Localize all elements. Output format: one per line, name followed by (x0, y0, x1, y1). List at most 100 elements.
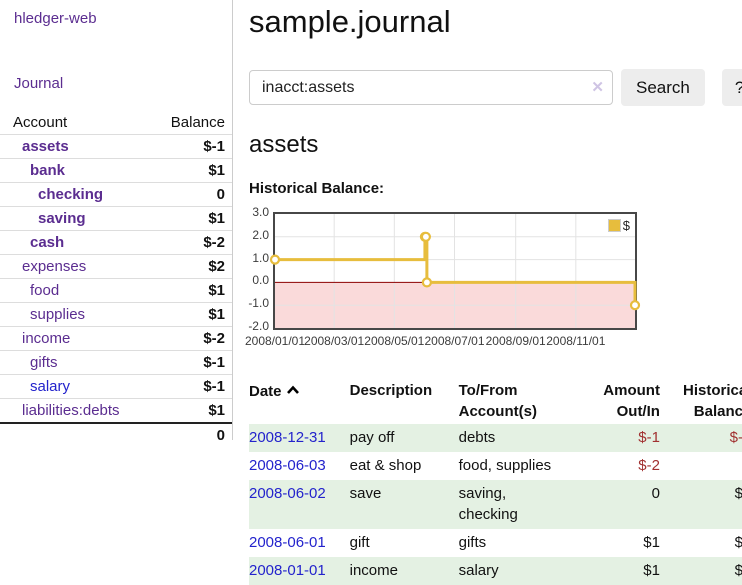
account-column-header: Account (13, 114, 68, 131)
transaction-date-link[interactable]: 2008-06-02 (249, 485, 326, 502)
sidebar-item-assets[interactable]: assets (22, 138, 69, 155)
transaction-description: eat & shop (349, 457, 422, 474)
transaction-balance: $-1 (729, 429, 742, 446)
register-table-header: Date Description To/From Account(s) Amou… (249, 378, 742, 424)
transaction-row: 2008-06-03 eat & shop food, supplies $-20 (249, 452, 742, 480)
transaction-accounts: food, supplies (458, 457, 552, 474)
sidebar-item-supplies[interactable]: supplies (30, 306, 86, 323)
transaction-balance: $1 (734, 562, 742, 579)
account-row: assets $-1 (0, 134, 232, 159)
balance-column-header: Balance (170, 114, 225, 131)
transaction-description: pay off (349, 429, 395, 446)
sidebar-item-saving[interactable]: saving (38, 210, 86, 227)
account-row: food $1 (0, 278, 232, 303)
account-row: cash $-2 (0, 230, 232, 255)
sidebar-item-salary[interactable]: salary (30, 378, 71, 395)
transaction-balance: $2 (734, 485, 742, 502)
sidebar-item-liabilities-debts[interactable]: liabilities:debts (22, 402, 120, 419)
y-axis-tick-label: -2.0 (248, 319, 269, 333)
x-axis-tick-label: 2008/09/01 (485, 334, 546, 348)
sidebar-item-gifts[interactable]: gifts (30, 354, 58, 371)
transaction-amount: $-1 (638, 429, 660, 446)
transaction-accounts: salary (458, 562, 499, 579)
account-row: checking 0 (0, 182, 232, 207)
transaction-balance: 0 (662, 452, 742, 480)
chart-legend: $ (607, 218, 630, 233)
description-column-header: Description (349, 382, 433, 399)
sidebar-item-journal[interactable]: Journal (14, 75, 64, 92)
account-balance: $-1 (145, 350, 232, 375)
account-balance: $-1 (145, 374, 232, 399)
search-input[interactable] (249, 70, 613, 105)
transaction-accounts: saving, checking (458, 485, 518, 523)
account-balance: $2 (145, 254, 232, 279)
balance-chart: $ 3.0 2.0 1.0 0.0 -1.0 -2.0 2008/01/01 2008/03/… (245, 205, 742, 362)
accounts-column-header: To/From Account(s) (458, 382, 537, 420)
transaction-row: 2008-06-01 gift gifts $1 $2 (249, 529, 742, 557)
transaction-amount: $-2 (638, 457, 660, 474)
legend-swatch (607, 219, 621, 232)
account-row: bank $1 (0, 158, 232, 183)
x-axis-tick-label: 2008/01/01 (244, 334, 306, 348)
sidebar-item-checking[interactable]: checking (38, 186, 104, 203)
x-axis-tick-label: 2008/07/01 (424, 334, 485, 348)
transaction-amount: $1 (643, 562, 660, 579)
register-table: Date Description To/From Account(s) Amou… (249, 378, 742, 585)
sidebar-item-cash[interactable]: cash (30, 234, 65, 251)
account-heading: assets (249, 131, 319, 158)
app-title-link[interactable]: hledger-web (14, 10, 97, 27)
x-axis-tick-label: 2008/03/01 (304, 334, 365, 348)
amount-column-header: Amount Out/In (603, 382, 660, 420)
y-axis-tick-label: 0.0 (252, 273, 269, 288)
search-box: ✕ (249, 70, 613, 105)
y-axis-tick-label: -1.0 (248, 296, 269, 311)
account-balance: $-2 (145, 230, 232, 255)
sidebar-item-bank[interactable]: bank (30, 162, 66, 179)
transaction-row: 2008-12-31 pay off debts $-1 $-1 (249, 424, 742, 452)
main-content: sample.journal ✕ Search ? assets Histori… (233, 0, 742, 585)
transaction-date-link[interactable]: 2008-06-01 (249, 534, 326, 551)
legend-label: $ (622, 218, 630, 233)
account-row: supplies $1 (0, 302, 232, 327)
sidebar-item-income[interactable]: income (22, 330, 71, 347)
accounts-table-header: Account Balance (0, 111, 232, 135)
transaction-date-link[interactable]: 2008-12-31 (249, 429, 326, 446)
account-row: income $-2 (0, 326, 232, 351)
sidebar-item-food[interactable]: food (30, 282, 60, 299)
account-row: salary $-1 (0, 374, 232, 399)
account-balance: $1 (145, 302, 232, 327)
x-axis-tick-label: 2008/11/01 (546, 334, 606, 348)
transaction-date-link[interactable]: 2008-01-01 (249, 562, 326, 579)
transaction-description: save (349, 485, 382, 502)
transaction-description: gift (349, 534, 370, 551)
page-title: sample.journal (249, 4, 451, 39)
transaction-balance: $2 (734, 534, 742, 551)
accounts-table: Account Balance assets $-1 bank $1 checking 0… (0, 111, 232, 447)
transaction-amount: 0 (651, 485, 660, 502)
transaction-row: 2008-01-01 income salary $1 $1 (249, 557, 742, 585)
transaction-accounts: gifts (458, 534, 487, 551)
transaction-amount: $1 (643, 534, 660, 551)
transaction-description: income (349, 562, 398, 579)
transaction-accounts: debts (458, 429, 496, 446)
account-balance: $1 (145, 278, 232, 303)
sidebar-item-expenses[interactable]: expenses (22, 258, 87, 275)
y-axis-tick-label: 1.0 (252, 250, 269, 265)
account-row: liabilities:debts $1 (0, 398, 232, 423)
help-button[interactable]: ? (721, 69, 742, 106)
account-balance: $1 (145, 398, 232, 423)
transaction-date-link[interactable]: 2008-06-03 (249, 457, 326, 474)
sidebar: hledger-web Journal Account Balance asse… (0, 0, 233, 447)
search-button[interactable]: Search (621, 69, 705, 106)
chart-title: Historical Balance: (249, 180, 385, 197)
clear-search-icon[interactable]: ✕ (591, 79, 604, 96)
account-balance: $1 (145, 158, 232, 183)
x-axis-tick-label: 2008/05/01 (364, 334, 425, 348)
chart-plot-area: $ (269, 212, 641, 330)
account-row: saving $1 (0, 206, 232, 231)
date-column-header[interactable]: Date (249, 378, 350, 424)
account-balance: $1 (145, 206, 232, 231)
chevron-up-icon (286, 380, 300, 401)
search-form: ✕ Search ? (249, 69, 742, 106)
balance-column-header-register: Historical Balance (682, 382, 742, 420)
